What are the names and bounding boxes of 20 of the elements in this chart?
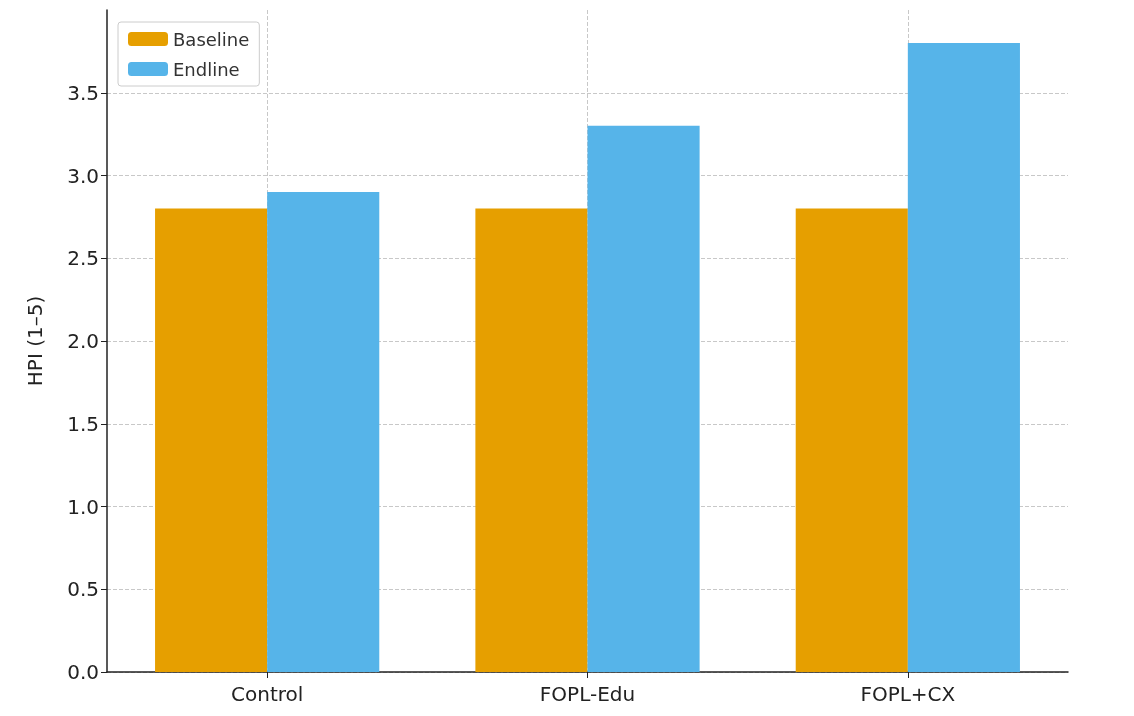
- bar: [587, 125, 700, 672]
- y-tick-label: 1.5: [67, 411, 99, 436]
- legend-label: Endline: [173, 58, 240, 80]
- y-tick-label: 3.5: [67, 80, 99, 105]
- y-axis-title: HPI (1–5): [23, 295, 47, 387]
- legend-label: Baseline: [173, 28, 250, 50]
- y-tick-label: 0.5: [67, 577, 99, 602]
- bar: [907, 43, 1020, 672]
- y-tick-label: 2.0: [67, 329, 99, 353]
- y-tick-label: 1.0: [67, 494, 99, 519]
- bar: [795, 208, 908, 672]
- x-tick-label: Control: [231, 682, 304, 706]
- x-tick-label: FOPL-Edu: [539, 682, 636, 706]
- y-tick-label: 2.5: [67, 246, 99, 271]
- x-tick-label: FOPL+CX: [860, 682, 956, 706]
- y-tick-label: 3.0: [67, 163, 99, 188]
- bar: [155, 208, 268, 672]
- bar: [475, 208, 588, 672]
- bar: [267, 192, 380, 672]
- y-tick-label: 0.0: [67, 660, 99, 684]
